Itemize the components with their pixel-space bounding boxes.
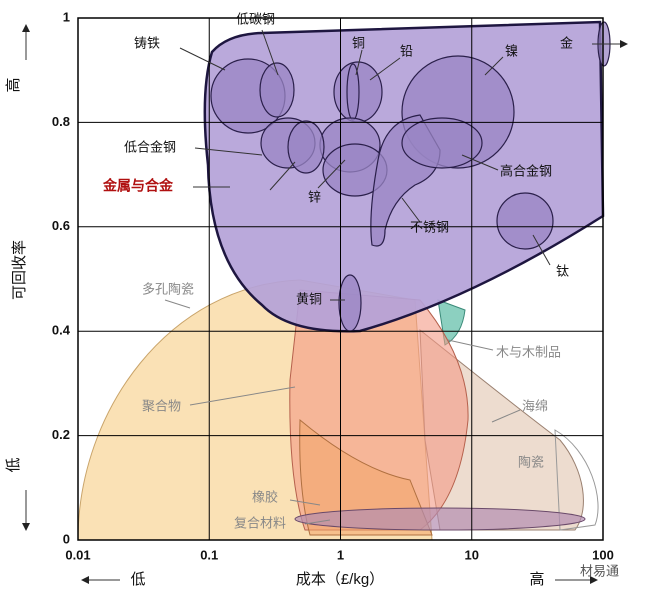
region-label: 橡胶 xyxy=(252,489,278,504)
y-tick-label: 0.8 xyxy=(52,114,70,129)
region-label: 低碳钢 xyxy=(236,11,275,26)
ceramics-region xyxy=(554,429,599,531)
titanium-region xyxy=(496,192,554,250)
region-label: 低合金钢 xyxy=(124,139,176,154)
rubber-region xyxy=(299,418,433,536)
region-label: 金属与合金 xyxy=(102,178,174,194)
region-label: 铸铁 xyxy=(134,35,160,50)
y-arrow-label: 高 xyxy=(5,77,22,92)
region-label: 铜 xyxy=(352,35,365,50)
x-arrow-label: 高 xyxy=(529,571,544,588)
y-axis-label: 可回收率 xyxy=(11,240,28,300)
y-tick-label: 0 xyxy=(63,531,70,546)
region-label: 聚合物 xyxy=(142,398,181,413)
region-label: 木与木制品 xyxy=(496,344,561,359)
y-tick-label: 0.4 xyxy=(52,323,71,338)
region-label: 海绵 xyxy=(522,398,548,413)
y-arrow-label: 低 xyxy=(5,457,22,472)
x-tick-label: 0.1 xyxy=(200,547,218,562)
x-axis-label: 成本（£/kg） xyxy=(296,571,384,588)
region-label: 陶瓷 xyxy=(518,454,544,469)
regions xyxy=(77,20,611,541)
copper-inner-region xyxy=(346,63,360,121)
x-tick-label: 1 xyxy=(337,547,344,562)
region-label: 复合材料 xyxy=(234,515,286,530)
y-tick-label: 0.2 xyxy=(52,427,70,442)
y-tick-label: 0.6 xyxy=(52,218,70,233)
region-label: 不锈钢 xyxy=(410,219,449,234)
zinc-region xyxy=(287,120,325,174)
watermark: 材易通 xyxy=(580,563,619,578)
y-tick-label: 1 xyxy=(63,9,70,24)
high-alloy-region xyxy=(401,117,483,169)
composite-region xyxy=(294,507,586,531)
region-label: 黄铜 xyxy=(296,291,322,306)
region-label: 钛 xyxy=(556,263,569,278)
x-tick-label: 10 xyxy=(465,547,479,562)
region-label: 金 xyxy=(560,35,573,50)
x-tick-label: 100 xyxy=(592,547,614,562)
labels: 铸铁 低碳钢 铜 铅 镍 金 低合金钢 金属与合金 高合金钢 铅 锌 不锈钢 钛… xyxy=(5,11,619,588)
x-tick-label: 0.01 xyxy=(65,547,90,562)
region-label: 锌 xyxy=(308,189,321,204)
x-arrow-label: 低 xyxy=(130,571,145,588)
brass-region xyxy=(338,274,362,332)
low-carbon-steel-region xyxy=(259,62,295,118)
region-label: 多孔陶瓷 xyxy=(142,281,194,296)
region-label: 镍 xyxy=(505,43,518,58)
region-label: 铅 xyxy=(400,43,413,58)
region-label: 高合金钢 xyxy=(500,163,552,178)
leaders xyxy=(22,24,628,584)
plot-frame xyxy=(77,17,604,541)
